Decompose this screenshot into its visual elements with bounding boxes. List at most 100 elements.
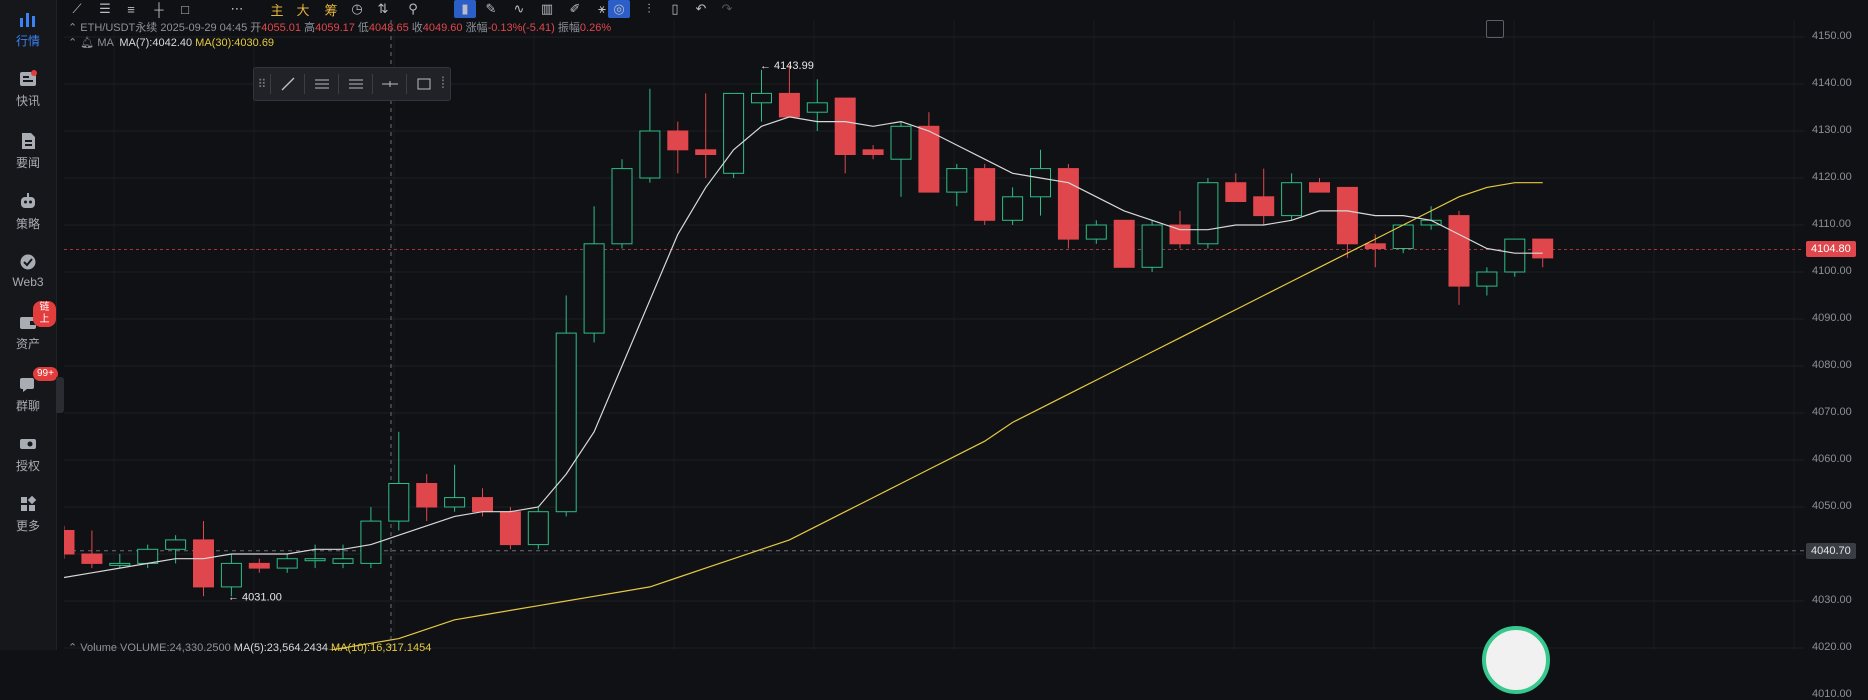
sidebar-item-web3[interactable]: Web3 [0,253,56,289]
high-price-marker: ← 4143.99 [760,60,814,72]
collapse-chevron-icon[interactable]: ⌃ [68,642,81,654]
candle-body [527,511,549,546]
horizontal-ray-icon[interactable] [306,68,338,100]
drag-handle-icon[interactable]: ⠿ [257,77,267,91]
more-dots-icon[interactable]: ⋯ [230,1,244,16]
candle-body [53,530,75,555]
line-tool-icon[interactable]: ⟋ [72,1,82,16]
price-tick-label: 4120.00 [1812,171,1852,183]
candle-body [555,332,577,513]
fullscreen-icon[interactable] [1486,20,1504,38]
sidebar-collapse-handle[interactable] [56,377,64,413]
collapse-chevron-icon[interactable]: ⌃ [68,22,81,34]
crosshair-price-tag: 4040.70 [1806,542,1856,559]
globe-icon [20,254,36,270]
main-indicator-button[interactable]: 主 [270,2,284,18]
basket-icon[interactable]: ▥ [540,1,554,16]
rectangle-icon[interactable] [408,68,440,100]
sidebar-item-group-chat[interactable]: 群聊 99+ [0,367,58,414]
high-label: 高 [304,22,316,34]
sidebar-item-label: 群聊 [15,399,40,413]
alarm-clock-icon[interactable]: ◷ [351,1,363,16]
sidebar-item-news[interactable]: 快讯 [0,70,56,109]
candle-body [1336,186,1358,245]
grid-icon [21,495,37,511]
chip-distribution-button[interactable]: 筹 [324,2,338,18]
sidebar-item-label: 要闻 [15,156,40,170]
sidebar-item-label: Web3 [12,275,44,289]
amplitude-label: 振幅 [557,22,580,34]
sidebar-item-label: 更多 [15,519,40,533]
price-tick-label: 4010.00 [1812,688,1852,700]
measure-icon[interactable]: ∿ [513,1,525,16]
sidebar-item-more[interactable]: 更多 [0,495,56,534]
lock-icon[interactable]: ⫶ [647,1,651,16]
delete-icon[interactable]: ▯ [671,1,679,16]
tuning-icon[interactable]: ⚹ [598,1,606,16]
undo-icon[interactable]: ↶ [695,1,707,16]
trend-line-icon[interactable] [272,68,304,100]
candle-body [1281,182,1303,217]
long-short-icon[interactable]: ⇅ [377,1,389,16]
ma-label[interactable]: MA [97,37,114,49]
sidebar-item-assets[interactable]: 资产 链上 [0,301,56,352]
redo-icon[interactable]: ↷ [721,1,733,16]
ohlc-info-line: ⌃ ETH/USDT永续 2025-09-29 04:45 开4055.01 高… [68,19,611,35]
bell-icon[interactable]: 🔔︎ [80,37,95,49]
volume-indicator-line: ⌃ Volume VOLUME:24,330.2500 MA(5):23,564… [68,641,431,654]
pattern-icon[interactable]: ⚲ [408,1,418,16]
sidebar-item-authorize[interactable]: 授权 [0,435,56,474]
price-tick-label: 4050.00 [1812,500,1852,512]
brush-icon[interactable]: ✎ [485,1,497,16]
chart-canvas[interactable]: ← 4143.99 ← 4031.00 [53,20,1804,696]
candle-body [1504,238,1526,273]
volume-value: VOLUME:24,330.2500 [120,642,231,654]
change-label: 涨幅 [465,22,488,34]
horizontal-line-icon[interactable] [374,68,406,100]
candle-body [862,149,884,156]
price-axis[interactable]: 4150.00 4140.00 4130.00 4120.00 4110.00 4100.… [1804,20,1868,700]
candle-body [388,483,410,522]
sidebar-item-strategy[interactable]: 策略 [0,193,56,232]
horizontal-lines-icon[interactable]: ☰ [99,1,111,16]
notes-icon[interactable]: ✐ [569,1,581,16]
price-tick-label: 4020.00 [1812,641,1852,653]
collapse-chevron-icon[interactable]: ⌃ [68,37,81,49]
candle-body [499,511,521,546]
high-value: 4059.17 [315,22,355,34]
candle-body [416,483,438,508]
datetime-label: 2025-09-29 04:45 [160,22,248,34]
volume-ma10: MA(10):16,317.1454 [331,642,432,654]
fib-lines-icon[interactable] [340,68,372,100]
price-tick-label: 4070.00 [1812,406,1852,418]
change-value: -0.13%(-5.41) [487,22,555,34]
candle-body [360,520,382,564]
candle-body [1532,238,1554,259]
price-tick-label: 4150.00 [1812,30,1852,42]
price-tick-label: 4140.00 [1812,77,1852,89]
progress-ring-widget[interactable] [1482,626,1550,694]
candle-body [778,92,800,118]
candle-body [1225,182,1247,202]
sidebar-item-label: 授权 [15,459,40,473]
onchain-badge: 链上 [33,301,56,327]
candlestick-chart[interactable]: ← 4143.99 ← 4031.00 [53,20,1804,696]
candle-body [583,243,605,334]
magnet-icon[interactable]: ◎ [608,0,630,18]
big-order-button[interactable]: 大 [296,2,310,18]
sidebar-item-market[interactable]: 行情 [0,10,56,49]
sidebar-item-label: 快讯 [15,94,40,108]
candle-body [834,97,856,155]
parallel-lines-icon[interactable]: ≡ [127,1,135,17]
amplitude-value: 0.26% [579,22,612,34]
candle-body [890,125,912,160]
rectangle-icon[interactable]: □ [181,1,189,17]
price-tick-label: 4110.00 [1812,218,1851,230]
candle-body [1309,182,1330,193]
crosshair-icon[interactable]: ┼ [154,1,164,17]
bookmark-icon[interactable]: ▮ [454,0,476,18]
candle-body [81,553,103,564]
sidebar-item-headlines[interactable]: 要闻 [0,132,56,171]
more-vertical-icon[interactable]: ⁞ [440,75,446,92]
close-label: 收 [411,22,423,34]
